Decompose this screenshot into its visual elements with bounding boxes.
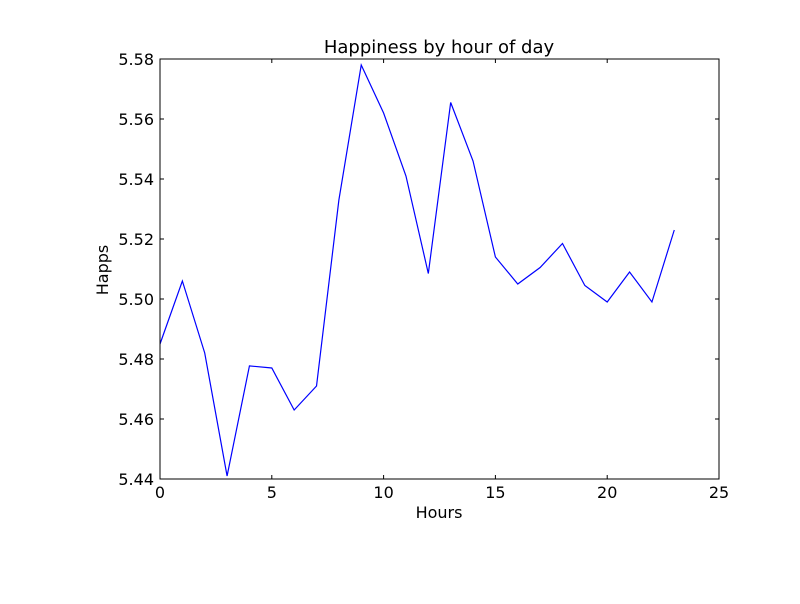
y-tick-label: 5.52 <box>118 230 154 249</box>
chart-title: Happiness by hour of day <box>324 37 555 58</box>
y-tick-label: 5.58 <box>118 50 154 69</box>
y-tick-label: 5.50 <box>118 290 154 309</box>
y-axis-label: Happs <box>93 245 112 295</box>
x-tick-label: 5 <box>267 483 277 502</box>
x-tick-label: 25 <box>709 483 729 502</box>
y-tick-label: 5.56 <box>118 110 154 129</box>
y-tick-label: 5.48 <box>118 350 154 369</box>
y-tick-label: 5.46 <box>118 410 154 429</box>
y-tick-label: 5.44 <box>118 470 154 489</box>
x-tick-label: 15 <box>485 483 505 502</box>
x-tick-label: 10 <box>373 483 393 502</box>
y-tick-label: 5.54 <box>118 170 154 189</box>
x-axis-label: Hours <box>416 503 463 522</box>
x-tick-label: 20 <box>597 483 617 502</box>
x-tick-label: 0 <box>155 483 165 502</box>
